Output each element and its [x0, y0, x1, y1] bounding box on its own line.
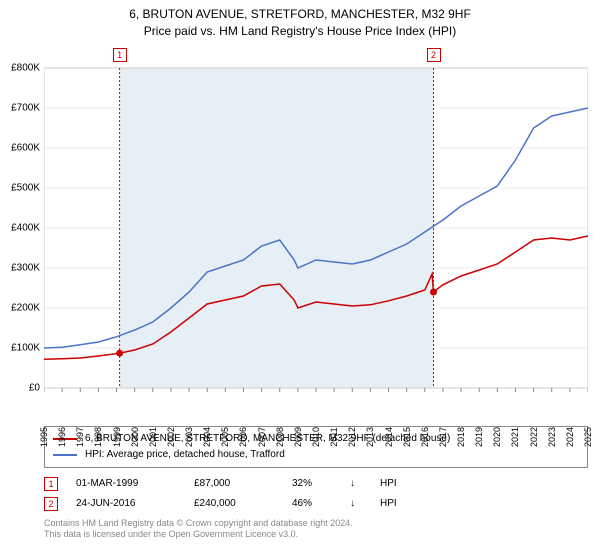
- chart-marker-badge: 2: [427, 48, 441, 62]
- data-point-badge: 2: [44, 497, 58, 511]
- x-axis-tick-label: 2016: [420, 427, 430, 447]
- x-axis-tick-label: 2018: [456, 427, 466, 447]
- x-axis-tick-label: 2013: [365, 427, 375, 447]
- data-point-date: 24-JUN-2016: [76, 494, 176, 514]
- x-axis-tick-label: 2006: [238, 427, 248, 447]
- legend-row: HPI: Average price, detached house, Traf…: [53, 447, 579, 463]
- legend-label: HPI: Average price, detached house, Traf…: [85, 447, 285, 463]
- footer-line-1: Contains HM Land Registry data © Crown c…: [44, 518, 588, 530]
- x-axis-tick-label: 2003: [184, 427, 194, 447]
- data-point-vs: HPI: [380, 494, 410, 514]
- x-axis-tick-label: 1999: [112, 427, 122, 447]
- data-point-badge: 1: [44, 477, 58, 491]
- title-line-2: Price paid vs. HM Land Registry's House …: [0, 23, 600, 40]
- chart-title-block: 6, BRUTON AVENUE, STRETFORD, MANCHESTER,…: [0, 0, 600, 40]
- x-axis-tick-label: 2021: [510, 427, 520, 447]
- x-axis-tick-label: 2010: [311, 427, 321, 447]
- y-axis-tick-label: £300K: [11, 262, 40, 273]
- data-point-vs: HPI: [380, 474, 410, 494]
- data-points-table: 1 01-MAR-1999 £87,000 32% ↓ HPI 2 24-JUN-2016 £2…: [44, 474, 588, 514]
- x-axis-tick-label: 2007: [257, 427, 267, 447]
- x-axis-tick-label: 1995: [39, 427, 49, 447]
- chart-marker-badge: 1: [113, 48, 127, 62]
- x-axis-tick-label: 2012: [347, 427, 357, 447]
- x-axis-tick-label: 2020: [492, 427, 502, 447]
- chart-area: 12£0£100K£200K£300K£400K£500K£600K£700K£…: [44, 48, 588, 418]
- x-axis-tick-label: 2005: [220, 427, 230, 447]
- x-axis-tick-label: 2000: [130, 427, 140, 447]
- chart-svg: [44, 48, 588, 418]
- y-axis-tick-label: £400K: [11, 222, 40, 233]
- x-axis-tick-label: 2024: [565, 427, 575, 447]
- y-axis-tick-label: £700K: [11, 102, 40, 113]
- y-axis-tick-label: £100K: [11, 342, 40, 353]
- data-point-direction-icon: ↓: [350, 474, 362, 494]
- data-point-date: 01-MAR-1999: [76, 474, 176, 494]
- data-point-direction-icon: ↓: [350, 494, 362, 514]
- footer-line-2: This data is licensed under the Open Gov…: [44, 529, 588, 541]
- data-point-pct: 32%: [292, 474, 332, 494]
- x-axis-tick-label: 2014: [384, 427, 394, 447]
- data-point-price: £87,000: [194, 474, 274, 494]
- x-axis-tick-label: 2001: [148, 427, 158, 447]
- x-axis-tick-label: 2025: [583, 427, 593, 447]
- legend-swatch: [53, 454, 77, 456]
- data-point-row: 1 01-MAR-1999 £87,000 32% ↓ HPI: [44, 474, 588, 494]
- x-axis-tick-label: 1997: [75, 427, 85, 447]
- y-axis-tick-label: £600K: [11, 142, 40, 153]
- x-axis-tick-label: 2023: [547, 427, 557, 447]
- x-axis-tick-label: 2022: [529, 427, 539, 447]
- x-axis-tick-label: 1998: [93, 427, 103, 447]
- data-point-row: 2 24-JUN-2016 £240,000 46% ↓ HPI: [44, 494, 588, 514]
- x-axis-tick-label: 2009: [293, 427, 303, 447]
- y-axis-tick-label: £500K: [11, 182, 40, 193]
- x-axis-tick-label: 2011: [329, 427, 339, 446]
- x-axis-tick-label: 2008: [275, 427, 285, 447]
- y-axis-tick-label: £800K: [11, 62, 40, 73]
- x-axis-tick-label: 2002: [166, 427, 176, 447]
- title-line-1: 6, BRUTON AVENUE, STRETFORD, MANCHESTER,…: [0, 6, 600, 23]
- y-axis-tick-label: £200K: [11, 302, 40, 313]
- y-axis-tick-label: £0: [29, 382, 40, 393]
- x-axis-tick-label: 1996: [57, 427, 67, 447]
- x-axis-tick-label: 2015: [402, 427, 412, 447]
- x-axis-tick-label: 2017: [438, 427, 448, 447]
- footer: Contains HM Land Registry data © Crown c…: [44, 518, 588, 541]
- data-point-pct: 46%: [292, 494, 332, 514]
- data-point-price: £240,000: [194, 494, 274, 514]
- x-axis-tick-label: 2019: [474, 427, 484, 447]
- x-axis-tick-label: 2004: [202, 427, 212, 447]
